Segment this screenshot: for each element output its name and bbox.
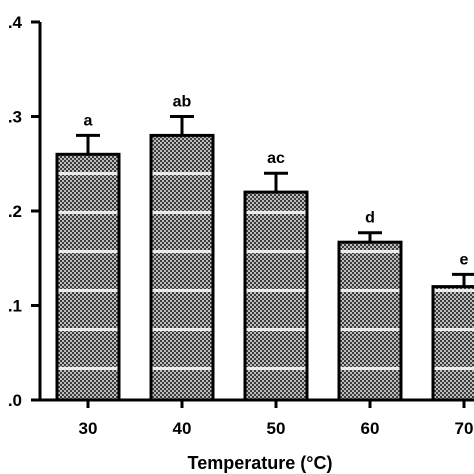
x-axis-title: Temperature (°C)	[188, 453, 333, 473]
bars-layer	[55, 133, 474, 402]
significance-label-40: ab	[173, 94, 192, 111]
bar-stripes	[151, 135, 213, 400]
x-tick-label-70: 70	[455, 419, 474, 438]
error-bar-70	[452, 272, 474, 287]
y-tick-label: .0	[8, 391, 22, 410]
error-bar-60	[358, 231, 382, 243]
y-tick-label: .2	[8, 202, 22, 221]
bar-stripes	[57, 154, 119, 400]
bar-60	[337, 240, 403, 402]
significance-label-30: a	[84, 112, 93, 129]
significance-label-60: d	[365, 210, 375, 227]
significance-label-70: e	[460, 251, 469, 268]
bar-stripes	[433, 286, 474, 400]
error-bar-40	[170, 115, 194, 136]
y-tick-label: .4	[8, 13, 23, 32]
error-bar-30	[76, 133, 100, 155]
significance-labels-layer: a ab ac d e	[84, 94, 469, 269]
error-bars-layer	[76, 115, 474, 287]
bar-50	[243, 190, 309, 402]
y-tick-label: .3	[8, 108, 22, 127]
bar-stripes	[339, 242, 401, 400]
bar-stripes	[245, 192, 307, 400]
error-bar-50	[264, 171, 288, 193]
bar-70	[431, 285, 474, 402]
bar-40	[149, 133, 215, 402]
significance-label-50: ac	[267, 150, 285, 167]
y-ticks: .0 .1 .2 .3 .4	[8, 13, 40, 410]
x-tick-label-50: 50	[267, 419, 286, 438]
y-tick-label: .1	[8, 297, 22, 316]
x-ticks: 30 40 50 60 70	[79, 400, 474, 438]
bar-30	[55, 152, 121, 402]
x-tick-label-40: 40	[173, 419, 192, 438]
x-tick-label-60: 60	[361, 419, 380, 438]
x-tick-label-30: 30	[79, 419, 98, 438]
